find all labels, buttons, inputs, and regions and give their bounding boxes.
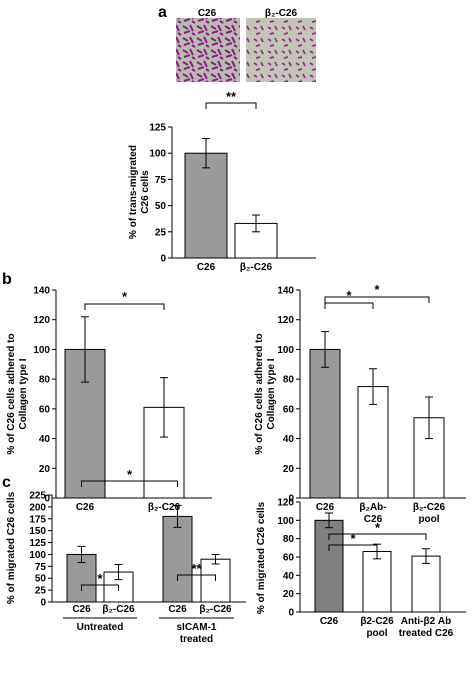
micrograph-title-b2c26: β₂-C26 [265, 8, 298, 19]
chart-b-right-category-label: β₂-C26 pool [413, 502, 446, 525]
chart-c-left-y-tick-label: 50 [35, 574, 47, 585]
chart-b-right-bar [309, 348, 341, 499]
chart-c-right-y-tick-label: 20 [283, 589, 295, 600]
chart-b-right-y-tick-label: 20 [283, 464, 295, 475]
chart-b-right-y-tick-label: 0 [288, 494, 294, 505]
chart-b-right-y-tick-label: 60 [283, 404, 295, 415]
chart-b-left-category-label: C26 [76, 502, 95, 513]
chart-c-left-significance-label: * [97, 571, 103, 586]
panel-label-c: c [2, 474, 11, 491]
chart-a-significance-label: ** [226, 89, 237, 104]
chart-c-right-y-tick-label: 60 [283, 553, 295, 564]
chart-c-left-significance-label: * [127, 467, 133, 482]
chart-b-right-category-label: C26 [316, 502, 335, 513]
chart-b-right-y-tick-label: 40 [283, 434, 295, 445]
chart-c-left-y-axis-label: % of migrated C26 cells [6, 491, 17, 604]
chart-c-left-category-label: β₂-C26 [199, 604, 232, 615]
chart-c-right-y-tick-label: 120 [277, 498, 294, 509]
chart-c-left-y-tick-label: 0 [40, 598, 46, 609]
chart-c-right-y-axis-label: % of migrated C26 cells [256, 501, 267, 614]
chart-c-right-significance-label: * [350, 531, 356, 546]
chart-a-bar [184, 152, 228, 259]
chart-b-left-y-tick-label: 60 [39, 404, 51, 415]
chart-b-left-y-tick-label: 100 [33, 345, 50, 356]
chart-b-left-significance-label: * [122, 289, 128, 304]
chart-c-right-y-tick-label: 80 [283, 534, 295, 545]
chart-a-category-label: β₂-C26 [240, 262, 273, 273]
chart-c-left-y-tick-label: 125 [29, 538, 46, 549]
chart-c-left-bar [66, 553, 97, 603]
chart-c-left-group-label: Untreated [77, 622, 124, 633]
chart-b-left-significance-bracket [84, 303, 165, 310]
chart-a-y-tick-label: 0 [160, 254, 166, 265]
chart-b-right-y-tick-label: 100 [277, 345, 294, 356]
chart-a-y-tick-label: 50 [155, 201, 167, 212]
chart-a-y-tick-label: 75 [155, 175, 167, 186]
chart-c-right-bar [411, 555, 441, 613]
chart-c-right-y-tick-label: 0 [288, 608, 294, 619]
panel-label-a: a [158, 4, 167, 21]
chart-b-left-y-tick-label: 80 [39, 375, 51, 386]
chart-b-right-significance-label: * [346, 288, 352, 303]
chart-b-right-y-tick-label: 80 [283, 375, 295, 386]
chart-a-significance-bracket [205, 102, 257, 109]
chart-c-left-significance-bracket [177, 574, 216, 581]
chart-c-left-group-label: sICAM-1 treated [176, 622, 216, 645]
chart-b-right-significance-bracket [324, 296, 430, 303]
chart-b-left-y-tick-label: 40 [39, 434, 51, 445]
chart-c-left-category-label: C26 [72, 604, 91, 615]
chart-c-left-category-label: β₂-C26 [102, 604, 135, 615]
chart-b-right-bar [357, 386, 389, 499]
chart-c-left-bar [162, 515, 193, 603]
chart-b-right-y-tick-label: 140 [277, 286, 294, 297]
chart-a-y-tick-label: 100 [149, 149, 166, 160]
panel-label-b: b [2, 271, 12, 288]
chart-c-right-significance-bracket [328, 533, 427, 540]
micrograph-title-c26: C26 [198, 8, 217, 19]
chart-c-right-y-tick-label: 40 [283, 571, 295, 582]
chart-c-left-significance-bracket [81, 480, 178, 487]
chart-c-right-bar [362, 551, 392, 613]
chart-c-left-y-tick-label: 100 [29, 550, 46, 561]
chart-b-right-significance-label: * [374, 282, 380, 297]
chart-c-right-significance-label: * [375, 520, 381, 535]
chart-b-left-y-tick-label: 20 [39, 464, 51, 475]
chart-a-y-tick-label: 25 [155, 227, 167, 238]
chart-c-right-category-label: β2-C26 pool [360, 616, 394, 639]
chart-b-left-y-axis-label: % of C26 cells adhered toCollagen type I [6, 333, 29, 454]
chart-c-left-y-tick-label: 200 [29, 502, 46, 513]
chart-b-right-y-axis-label: % of C26 cells adhered toCollagen type I [254, 333, 277, 454]
micrograph-b2c26-image [246, 18, 316, 82]
chart-a-y-tick-label: 125 [149, 123, 166, 134]
chart-b-left-y-tick-label: 140 [33, 286, 50, 297]
chart-c-right-category-label: Anti-β2 Ab treated C26 [399, 616, 454, 639]
chart-b-left-y-tick-label: 120 [33, 315, 50, 326]
chart-c-left-category-label: C26 [168, 604, 187, 615]
chart-c-left-y-tick-label: 175 [29, 514, 46, 525]
chart-a-category-label: C26 [197, 262, 216, 273]
chart-c-left-significance-bracket [81, 584, 119, 591]
chart-c-left-y-tick-label: 225 [29, 491, 46, 502]
chart-b-right-category-label: β₂Ab-C26 [359, 502, 386, 525]
chart-c-left-significance-label: ** [191, 561, 202, 576]
chart-b-left-y-tick-label: 0 [44, 494, 50, 505]
chart-c-right-category-label: C26 [320, 616, 339, 627]
chart-b-left-category-label: β₂-C26 [148, 502, 181, 513]
chart-c-left-y-tick-label: 25 [35, 586, 47, 597]
chart-b-right-y-tick-label: 120 [277, 315, 294, 326]
chart-c-right-significance-bracket [328, 544, 378, 551]
chart-a-y-axis-label: % of trans-migratedC26 cells [128, 145, 151, 239]
chart-c-left-y-tick-label: 150 [29, 526, 46, 537]
micrograph-c26-image [176, 18, 240, 82]
chart-b-right-significance-bracket [324, 302, 374, 309]
chart-c-right-y-tick-label: 100 [277, 516, 294, 527]
chart-c-left-y-tick-label: 75 [35, 562, 47, 573]
